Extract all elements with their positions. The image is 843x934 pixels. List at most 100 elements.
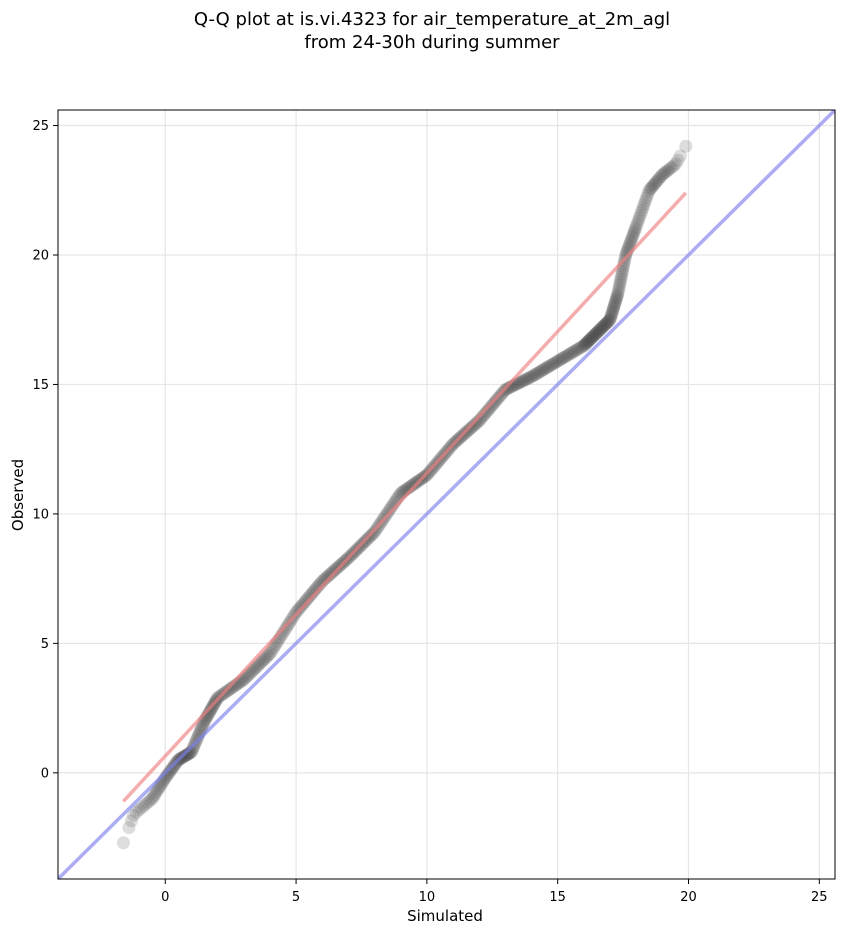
data-point xyxy=(571,342,585,356)
data-point xyxy=(663,162,677,176)
data-point xyxy=(669,157,683,171)
data-point xyxy=(246,663,260,677)
data-point xyxy=(122,821,136,835)
data-point xyxy=(132,803,146,817)
data-point xyxy=(588,328,602,342)
data-point xyxy=(148,787,162,801)
data-point xyxy=(162,766,176,780)
data-point xyxy=(514,375,528,389)
data-point xyxy=(320,570,334,584)
data-point xyxy=(627,226,641,240)
data-point xyxy=(151,783,165,797)
data-point xyxy=(296,597,310,611)
data-point xyxy=(624,234,638,248)
x-tick-label-5: 25 xyxy=(811,890,828,905)
data-point xyxy=(551,354,565,368)
data-point xyxy=(619,246,633,260)
data-point xyxy=(605,305,619,319)
data-point xyxy=(542,359,556,373)
data-point xyxy=(572,341,586,355)
data-point xyxy=(304,588,318,602)
data-point xyxy=(657,167,671,181)
data-point xyxy=(305,586,319,600)
data-point xyxy=(605,307,619,321)
data-point xyxy=(592,323,606,337)
data-point xyxy=(612,280,626,294)
data-point xyxy=(609,294,623,308)
data-point xyxy=(600,316,614,330)
data-point xyxy=(321,569,335,583)
data-point xyxy=(654,170,668,183)
data-point xyxy=(651,173,665,187)
data-point xyxy=(646,179,660,193)
data-point xyxy=(595,321,609,335)
data-point xyxy=(632,211,646,225)
data-point xyxy=(301,592,315,606)
data-point xyxy=(643,183,657,197)
data-point xyxy=(562,348,576,362)
data-point xyxy=(530,366,544,380)
data-point xyxy=(469,416,483,430)
data-point xyxy=(139,797,153,811)
data-point xyxy=(126,808,140,822)
data-point xyxy=(191,730,205,744)
data-point xyxy=(581,335,595,349)
y-tick-label-0: 0 xyxy=(41,766,49,781)
data-point xyxy=(277,625,291,639)
data-point xyxy=(324,566,338,580)
data-point xyxy=(517,373,531,387)
data-point xyxy=(524,370,538,384)
data-point xyxy=(465,420,479,434)
data-point xyxy=(591,324,605,338)
data-point xyxy=(560,349,574,363)
data-point xyxy=(584,331,598,345)
data-point xyxy=(599,317,613,331)
data-point xyxy=(265,644,279,658)
data-point xyxy=(566,345,580,359)
data-point xyxy=(671,153,685,167)
data-point xyxy=(639,191,653,205)
data-point xyxy=(608,296,622,310)
data-point xyxy=(628,224,642,238)
data-point xyxy=(641,188,655,202)
data-point xyxy=(565,346,579,360)
data-point xyxy=(623,236,637,250)
data-point xyxy=(257,653,271,667)
data-point xyxy=(607,299,621,313)
data-point xyxy=(484,400,498,414)
data-point xyxy=(626,228,640,242)
data-point xyxy=(597,319,611,333)
data-point xyxy=(625,230,639,244)
data-point xyxy=(604,309,618,323)
data-point xyxy=(642,185,656,199)
x-axis-ticks: 0 5 10 15 20 25 xyxy=(161,879,828,905)
chart-title-line2: from 24-30h during summer xyxy=(304,32,560,53)
data-point xyxy=(631,214,645,228)
data-point xyxy=(548,356,562,370)
data-point xyxy=(612,283,626,296)
data-point xyxy=(541,360,555,374)
data-point xyxy=(655,168,669,182)
data-point xyxy=(649,176,663,190)
data-point xyxy=(582,333,596,347)
data-point xyxy=(406,478,420,491)
y-tick-label-5: 25 xyxy=(32,119,49,134)
data-point xyxy=(611,285,625,299)
data-point xyxy=(471,415,485,429)
data-point xyxy=(603,313,617,327)
data-point xyxy=(609,292,623,306)
data-point xyxy=(613,277,627,291)
data-point xyxy=(178,749,192,763)
data-point xyxy=(614,272,628,286)
data-point xyxy=(661,163,675,177)
data-point xyxy=(468,418,482,432)
data-point xyxy=(179,748,193,762)
data-point xyxy=(147,789,161,803)
data-point xyxy=(679,139,693,153)
data-point xyxy=(203,705,217,719)
data-point xyxy=(638,194,652,208)
data-point xyxy=(545,357,559,371)
data-point xyxy=(587,329,601,343)
data-point xyxy=(538,362,552,376)
data-point xyxy=(589,327,603,340)
